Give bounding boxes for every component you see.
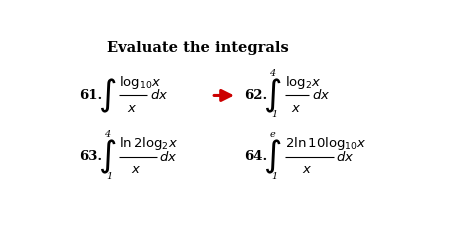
Text: 4: 4 xyxy=(104,130,111,139)
Text: $\ln 2 \log_{2}\!x$: $\ln 2 \log_{2}\!x$ xyxy=(119,135,178,152)
Text: $2 \ln 10 \log_{10}\!x$: $2 \ln 10 \log_{10}\!x$ xyxy=(285,135,367,152)
Text: $x$: $x$ xyxy=(131,164,141,176)
Text: 64.: 64. xyxy=(244,150,268,163)
Text: 63.: 63. xyxy=(79,150,103,163)
Text: 1: 1 xyxy=(272,172,278,181)
Text: $dx$: $dx$ xyxy=(159,150,177,164)
Text: $dx$: $dx$ xyxy=(149,89,168,102)
Text: $x$: $x$ xyxy=(290,102,301,115)
Text: $x$: $x$ xyxy=(127,102,137,115)
Text: 4: 4 xyxy=(269,69,275,78)
Text: 1: 1 xyxy=(107,172,113,181)
Text: $x$: $x$ xyxy=(302,164,312,176)
Text: 1: 1 xyxy=(272,110,278,119)
Text: $\int$: $\int$ xyxy=(263,76,281,114)
Text: $dx$: $dx$ xyxy=(312,89,330,102)
Text: 62.: 62. xyxy=(244,89,268,102)
Text: $\int$: $\int$ xyxy=(97,76,116,114)
Text: $\log_{2}\!x$: $\log_{2}\!x$ xyxy=(285,74,321,91)
Text: Evaluate the integrals: Evaluate the integrals xyxy=(107,41,289,55)
Text: e: e xyxy=(269,130,275,139)
Text: $\log_{10}\!x$: $\log_{10}\!x$ xyxy=(119,74,161,91)
Text: $\int$: $\int$ xyxy=(97,138,116,176)
Text: $dx$: $dx$ xyxy=(336,150,355,164)
Text: 61.: 61. xyxy=(79,89,103,102)
Text: $\int$: $\int$ xyxy=(263,138,281,176)
